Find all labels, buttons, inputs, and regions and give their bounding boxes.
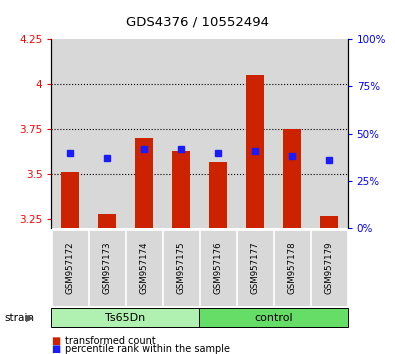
Bar <box>274 39 310 228</box>
Bar <box>310 39 348 228</box>
Bar <box>98 214 116 228</box>
Text: percentile rank within the sample: percentile rank within the sample <box>65 344 230 354</box>
Bar <box>209 161 227 228</box>
Bar <box>60 172 79 228</box>
Bar <box>51 39 88 228</box>
Text: strain: strain <box>4 313 34 322</box>
Text: GSM957172: GSM957172 <box>65 242 74 295</box>
Text: GSM957179: GSM957179 <box>325 242 334 295</box>
Text: GSM957173: GSM957173 <box>102 242 111 295</box>
Bar <box>246 75 264 228</box>
Text: control: control <box>254 313 293 322</box>
Bar <box>162 39 199 228</box>
Bar <box>135 138 153 228</box>
Text: GDS4376 / 10552494: GDS4376 / 10552494 <box>126 16 269 29</box>
Bar <box>172 151 190 228</box>
Bar <box>283 129 301 228</box>
Text: transformed count: transformed count <box>65 336 156 346</box>
Text: ■: ■ <box>51 344 60 354</box>
Text: GSM957176: GSM957176 <box>213 242 222 295</box>
Bar <box>88 39 126 228</box>
Text: GSM957177: GSM957177 <box>250 242 260 295</box>
Text: ▶: ▶ <box>26 313 34 322</box>
Text: Ts65Dn: Ts65Dn <box>105 313 145 322</box>
Bar <box>126 39 162 228</box>
Text: GSM957174: GSM957174 <box>139 242 149 295</box>
Bar <box>320 216 339 228</box>
Bar <box>199 39 237 228</box>
Text: GSM957175: GSM957175 <box>177 242 186 295</box>
Text: GSM957178: GSM957178 <box>288 242 297 295</box>
Text: ■: ■ <box>51 336 60 346</box>
Bar <box>237 39 274 228</box>
